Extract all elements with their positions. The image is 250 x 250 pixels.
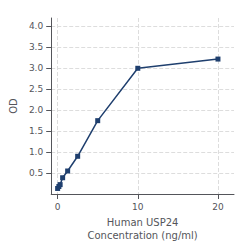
svg-text:4.0: 4.0 bbox=[29, 21, 44, 31]
svg-text:Human USP24: Human USP24 bbox=[107, 217, 179, 228]
svg-text:3.0: 3.0 bbox=[29, 63, 44, 73]
svg-text:2.5: 2.5 bbox=[29, 84, 43, 94]
svg-text:20: 20 bbox=[212, 202, 224, 212]
svg-text:0.5: 0.5 bbox=[29, 168, 43, 178]
svg-text:1.5: 1.5 bbox=[29, 126, 43, 136]
svg-text:Concentration (ng/ml): Concentration (ng/ml) bbox=[87, 230, 197, 241]
svg-text:3.5: 3.5 bbox=[29, 42, 43, 52]
svg-text:10: 10 bbox=[132, 202, 144, 212]
svg-text:OD: OD bbox=[8, 98, 19, 114]
svg-text:0: 0 bbox=[55, 202, 61, 212]
svg-text:2.0: 2.0 bbox=[29, 105, 44, 115]
svg-text:1.0: 1.0 bbox=[29, 147, 44, 157]
